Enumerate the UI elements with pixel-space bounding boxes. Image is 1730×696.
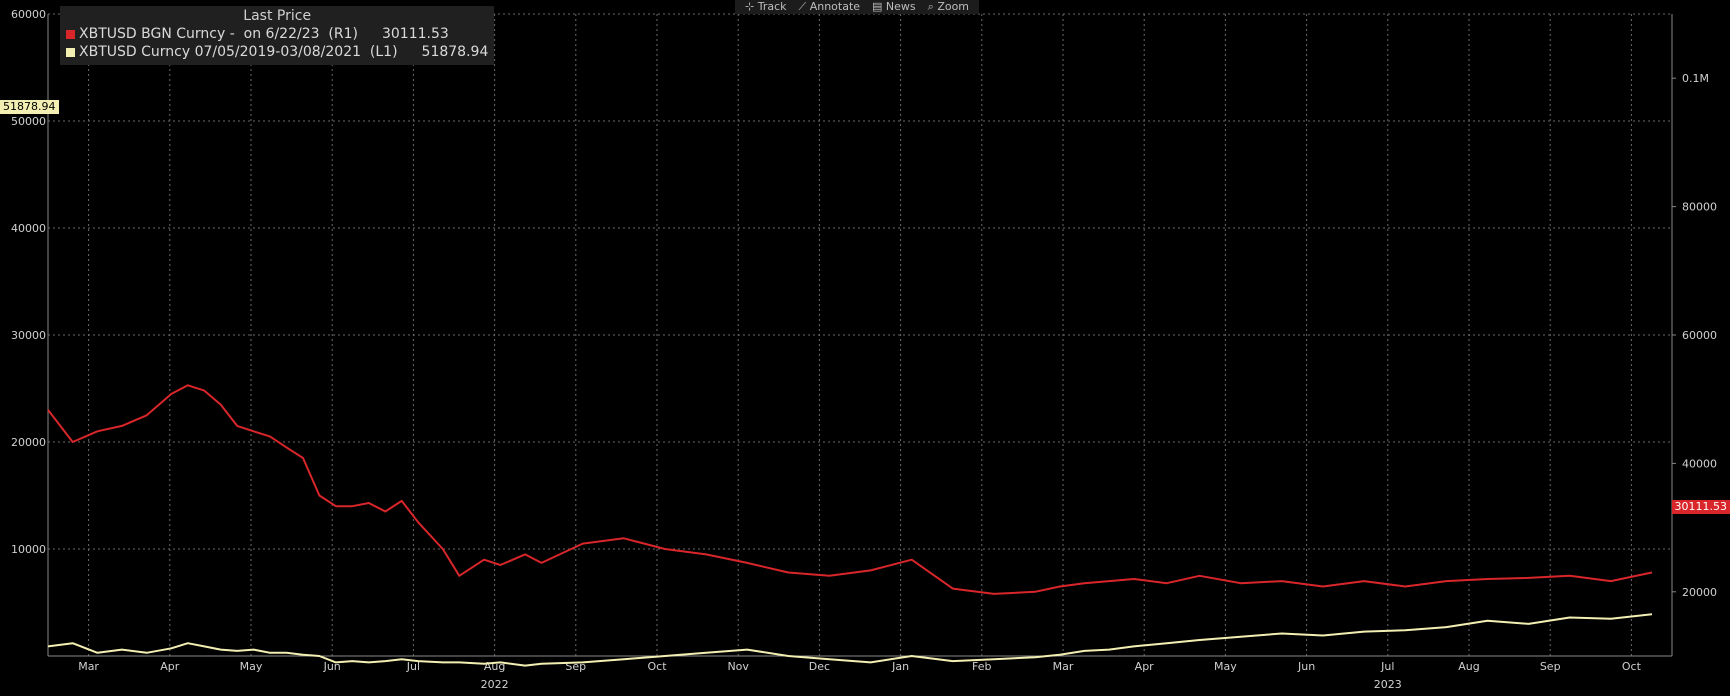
x-tick-label: May (240, 660, 263, 673)
yellow-swatch (66, 47, 75, 57)
right-tick-label: 20000 (1682, 586, 1717, 599)
track-button[interactable]: ⊹ Track (745, 0, 787, 13)
chart-toolbar: ⊹ Track ⟋ Annotate ▤ News ⌕ Zoom (735, 0, 980, 14)
axes: Mar Apr May Jun Jul Aug Sep Oct Nov Dec Jan Feb Mar A… (11, 8, 1717, 691)
red-swatch (66, 29, 75, 39)
x-tick-label: Aug (1458, 660, 1479, 673)
x-tick-label: Apr (160, 660, 180, 673)
right-tick-label: 40000 (1682, 457, 1717, 470)
series-line-red (47, 384, 1653, 595)
x-tick-label: Oct (1622, 660, 1642, 673)
left-tick-label: 20000 (11, 436, 46, 449)
x-tick-label: Sep (1540, 660, 1561, 673)
x-tick-label: Jan (891, 660, 909, 673)
grid-lines (48, 13, 1672, 656)
news-button[interactable]: ▤ News (872, 0, 916, 13)
zoom-button[interactable]: ⌕ Zoom (927, 0, 970, 13)
x-tick-label: Nov (727, 660, 749, 673)
x-tick-label: May (1214, 660, 1237, 673)
annotate-button[interactable]: ⟋ Annotate (798, 0, 861, 13)
x-tick-label: Jun (1297, 660, 1315, 673)
series-lines (47, 384, 1653, 667)
x-year-label: 2022 (481, 678, 509, 691)
chart-legend: Last Price XBTUSD BGN Curncy - on 6/22/2… (60, 6, 495, 65)
left-tick-label: 50000 (11, 115, 46, 128)
right-last-price-tag: 30111.53 (1671, 500, 1730, 514)
right-tick-label: 60000 (1682, 329, 1717, 342)
legend-entry-red: XBTUSD BGN Curncy - on 6/22/23 (R1) 3011… (66, 25, 488, 43)
series-line-yellow (47, 613, 1653, 667)
x-tick-label: Feb (972, 660, 991, 673)
left-tick-label: 10000 (11, 543, 46, 556)
x-tick-label: Mar (1053, 660, 1074, 673)
left-last-price-tag: 51878.94 (0, 100, 59, 114)
x-tick-label: Mar (78, 660, 99, 673)
left-tick-label: 40000 (11, 222, 46, 235)
x-tick-label: Jul (406, 660, 420, 673)
left-tick-label: 60000 (11, 8, 46, 21)
legend-yellow-label: XBTUSD Curncy 07/05/2019-03/08/2021 (L1) (79, 44, 398, 60)
right-tick-label: 80000 (1682, 201, 1717, 214)
left-tick-label: 30000 (11, 329, 46, 342)
legend-red-label: XBTUSD BGN Curncy - on 6/22/23 (R1) (79, 26, 358, 42)
legend-yellow-value: 51878.94 (421, 44, 489, 60)
x-tick-label: Oct (647, 660, 667, 673)
right-tick-label: 0.1M (1682, 72, 1709, 85)
legend-red-value: 30111.53 (381, 26, 449, 42)
x-tick-label: Jul (1380, 660, 1394, 673)
legend-entry-yellow: XBTUSD Curncy 07/05/2019-03/08/2021 (L1)… (66, 43, 488, 61)
x-tick-label: Apr (1135, 660, 1155, 673)
x-year-label: 2023 (1374, 678, 1402, 691)
x-tick-label: Dec (809, 660, 830, 673)
legend-title: Last Price (243, 8, 312, 24)
